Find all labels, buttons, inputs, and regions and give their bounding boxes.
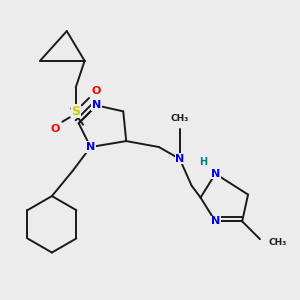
- Text: N: N: [86, 142, 95, 152]
- Text: N: N: [211, 169, 220, 179]
- Text: O: O: [50, 124, 60, 134]
- Text: N: N: [211, 216, 220, 226]
- Text: N: N: [92, 100, 101, 110]
- Text: CH₃: CH₃: [171, 114, 189, 123]
- Text: N: N: [175, 154, 184, 164]
- Text: H: H: [200, 157, 208, 167]
- Text: O: O: [92, 85, 101, 96]
- Text: CH₃: CH₃: [269, 238, 287, 247]
- Text: S: S: [71, 105, 80, 118]
